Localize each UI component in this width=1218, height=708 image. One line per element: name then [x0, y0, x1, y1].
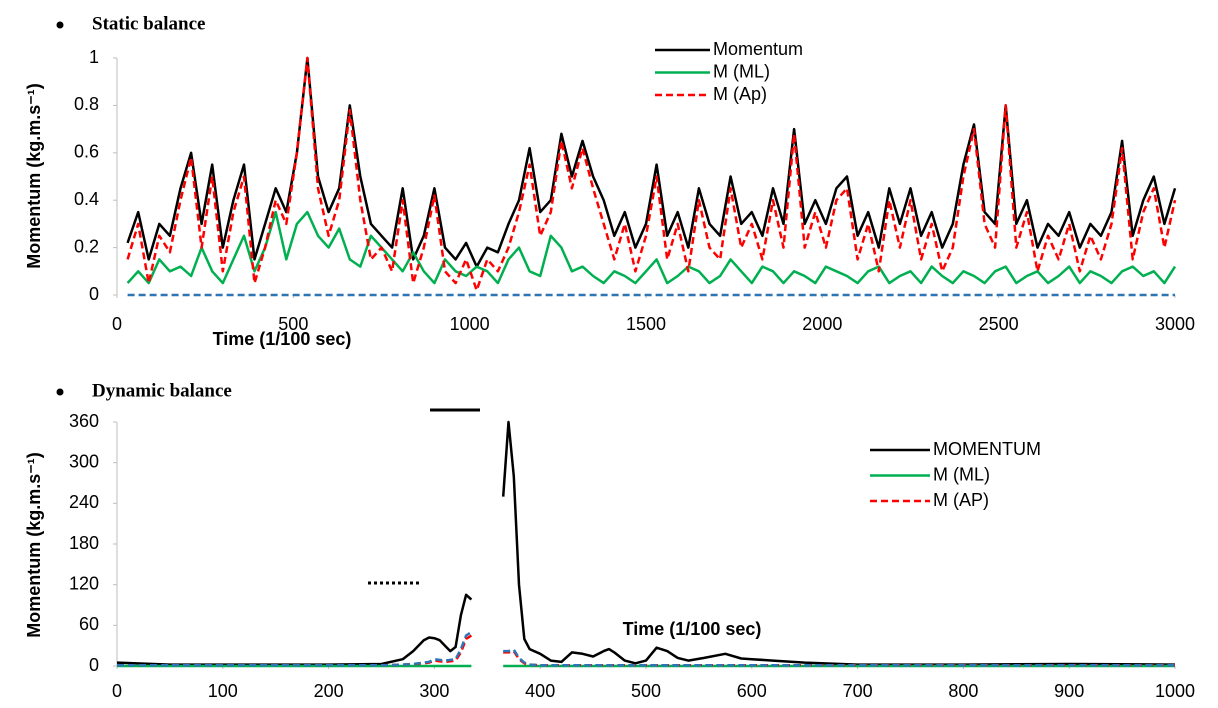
x-tick-label: 1500 [626, 314, 666, 334]
chart-title: Static balance [92, 13, 205, 34]
x-tick-label: 700 [843, 681, 873, 701]
x-tick-label: 800 [948, 681, 978, 701]
legend-label: MOMENTUM [933, 439, 1041, 459]
y-tick-label: 0.2 [74, 236, 99, 256]
legend-label: M (AP) [933, 490, 989, 510]
y-axis-label: Momentum (kg.m.s⁻¹) [24, 83, 44, 269]
y-tick-label: 1 [89, 47, 99, 67]
x-tick-label: 2500 [979, 314, 1019, 334]
x-tick-label: 600 [737, 681, 767, 701]
x-axis-label: Time (1/100 sec) [623, 619, 762, 639]
y-tick-label: 0 [89, 284, 99, 304]
legend-label: M (ML) [933, 464, 990, 484]
y-axis-label: Momentum (kg.m.s⁻¹) [24, 452, 44, 638]
x-tick-label: 900 [1054, 681, 1084, 701]
series-line [126, 210, 1177, 285]
y-tick-label: 0.6 [74, 142, 99, 162]
legend-label: Momentum [713, 39, 803, 59]
series-line [126, 56, 1177, 292]
series-line [126, 56, 1177, 268]
x-tick-label: 500 [278, 314, 308, 334]
bullet [56, 21, 64, 29]
x-tick-label: 0 [112, 681, 122, 701]
x-tick-label: 2000 [802, 314, 842, 334]
legend-label: M (ML) [713, 61, 770, 81]
y-tick-label: 0.8 [74, 94, 99, 114]
y-tick-label: 60 [79, 614, 99, 634]
y-tick-label: 0.4 [74, 189, 99, 209]
x-tick-label: 0 [112, 314, 122, 334]
x-tick-label: 100 [208, 681, 238, 701]
legend-label: M (Ap) [713, 84, 767, 104]
x-tick-label: 400 [525, 681, 555, 701]
x-tick-label: 300 [419, 681, 449, 701]
x-tick-label: 3000 [1155, 314, 1195, 334]
x-tick-label: 1000 [1155, 681, 1195, 701]
y-tick-label: 360 [69, 411, 99, 431]
y-tick-label: 300 [69, 451, 99, 471]
y-tick-label: 0 [89, 655, 99, 675]
chart-title: Dynamic balance [92, 380, 232, 401]
series-line [117, 631, 1175, 667]
x-tick-label: 1000 [450, 314, 490, 334]
x-tick-label: 200 [314, 681, 344, 701]
y-tick-label: 120 [69, 573, 99, 593]
y-tick-label: 180 [69, 533, 99, 553]
bullet [56, 388, 64, 396]
x-axis-label: Time (1/100 sec) [213, 329, 352, 349]
y-tick-label: 240 [69, 492, 99, 512]
x-tick-label: 500 [631, 681, 661, 701]
